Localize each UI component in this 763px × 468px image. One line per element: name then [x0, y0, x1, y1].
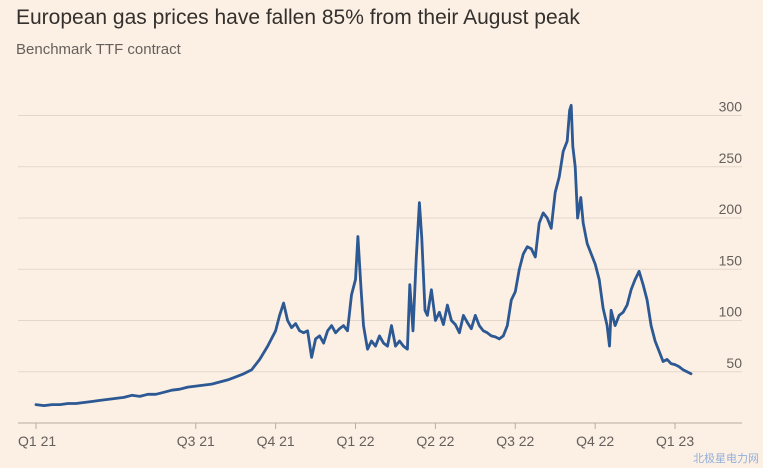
- y-tick-label-50: 50: [726, 355, 742, 371]
- x-tick-label-Q4-22: Q4 22: [576, 433, 614, 449]
- x-tick-label-Q1-23: Q1 23: [656, 433, 694, 449]
- x-tick-label-Q1-22: Q1 22: [336, 433, 374, 449]
- chart-title: European gas prices have fallen 85% from…: [16, 6, 580, 29]
- x-tick-label-Q3-22: Q3 22: [496, 433, 534, 449]
- y-tick-label-100: 100: [719, 304, 743, 320]
- x-tick-label-Q3-21: Q3 21: [177, 433, 215, 449]
- y-tick-label-150: 150: [719, 252, 743, 268]
- watermark-logo-text: 北极星电力网: [693, 453, 759, 465]
- y-tick-label-300: 300: [719, 99, 743, 115]
- y-tick-label-250: 250: [719, 150, 743, 166]
- y-tick-label-200: 200: [719, 201, 743, 217]
- x-tick-label-Q1-21: Q1 21: [18, 433, 56, 449]
- x-tick-label-Q2-22: Q2 22: [416, 433, 454, 449]
- chart-subtitle: Benchmark TTF contract: [16, 41, 181, 58]
- series-line-0: [34, 103, 693, 407]
- x-tick-label-Q4-21: Q4 21: [257, 433, 295, 449]
